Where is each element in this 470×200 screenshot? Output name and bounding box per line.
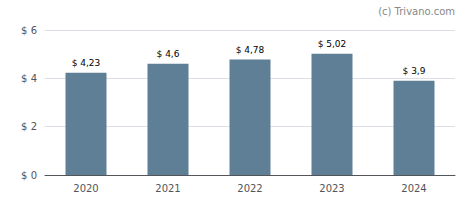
svg-text:$ 3,9: $ 3,9: [403, 66, 426, 76]
svg-text:2020: 2020: [73, 183, 98, 194]
svg-text:$ 5,02: $ 5,02: [318, 39, 347, 49]
svg-text:$ 4,23: $ 4,23: [72, 58, 101, 68]
svg-text:$ 2: $ 2: [21, 121, 37, 132]
svg-text:2021: 2021: [155, 183, 180, 194]
svg-text:2022: 2022: [237, 183, 262, 194]
svg-text:$ 0: $ 0: [21, 170, 37, 181]
svg-text:$ 6: $ 6: [21, 25, 37, 36]
svg-text:$ 4: $ 4: [21, 73, 37, 84]
svg-text:2024: 2024: [401, 183, 426, 194]
svg-text:(c) Trivano.com: (c) Trivano.com: [378, 6, 455, 17]
svg-text:2023: 2023: [319, 183, 344, 194]
svg-text:$ 4,6: $ 4,6: [157, 49, 180, 59]
svg-text:$ 4,78: $ 4,78: [236, 45, 265, 55]
